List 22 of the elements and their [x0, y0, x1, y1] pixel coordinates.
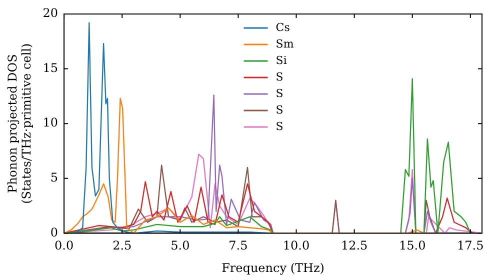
legend-label: Si	[276, 54, 288, 67]
x-tick-label: 2.5	[112, 238, 132, 253]
y-tick-label: 20	[42, 6, 58, 20]
x-tick-label: 10.0	[282, 238, 310, 253]
legend-label: S	[276, 86, 284, 100]
legend-label: S	[276, 120, 284, 133]
x-axis-title: Frequency (THz)	[222, 260, 324, 275]
y-tick-label: 5	[50, 170, 58, 185]
y-tick-label: 10	[42, 116, 58, 130]
x-tick-label: 5.0	[170, 238, 190, 253]
x-tick-label: 7.5	[228, 238, 248, 253]
legend-label: Sm	[276, 37, 294, 50]
legend-label: Cs	[276, 20, 290, 34]
x-tick-label: 17.5	[457, 238, 484, 253]
x-tick-label: 12.5	[340, 238, 368, 253]
y-tick-label: 15	[42, 60, 58, 75]
x-tick-label: 15.0	[398, 238, 426, 253]
legend-label: S	[276, 70, 284, 84]
x-tick-label: 0.0	[54, 238, 74, 253]
y-tick-label: 0	[50, 225, 58, 240]
y-axis-title: Phonon projected DOS (States/THz·primitive cell)	[5, 43, 34, 204]
legend-label: S	[276, 103, 284, 116]
